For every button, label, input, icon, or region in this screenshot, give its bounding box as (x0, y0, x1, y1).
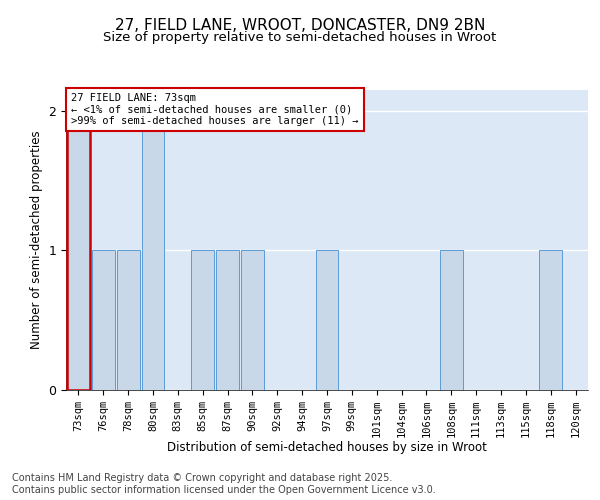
Bar (92, 250, 115, 390)
Bar (440, 250, 463, 390)
Text: Contains HM Land Registry data © Crown copyright and database right 2025.
Contai: Contains HM Land Registry data © Crown c… (12, 474, 436, 495)
Text: 27 FIELD LANE: 73sqm
← <1% of semi-detached houses are smaller (0)
>99% of semi-: 27 FIELD LANE: 73sqm ← <1% of semi-detac… (71, 93, 359, 126)
Y-axis label: Number of semi-detached properties: Number of semi-detached properties (30, 130, 43, 350)
Bar (67, 111, 90, 390)
Bar (191, 250, 214, 390)
Text: Size of property relative to semi-detached houses in Wroot: Size of property relative to semi-detach… (103, 31, 497, 44)
X-axis label: Distribution of semi-detached houses by size in Wroot: Distribution of semi-detached houses by … (167, 442, 487, 454)
Text: 27, FIELD LANE, WROOT, DONCASTER, DN9 2BN: 27, FIELD LANE, WROOT, DONCASTER, DN9 2B… (115, 18, 485, 32)
Bar (216, 250, 239, 390)
Bar (241, 250, 264, 390)
Bar (316, 250, 338, 390)
Bar (117, 250, 140, 390)
Bar (142, 111, 164, 390)
Bar (539, 250, 562, 390)
